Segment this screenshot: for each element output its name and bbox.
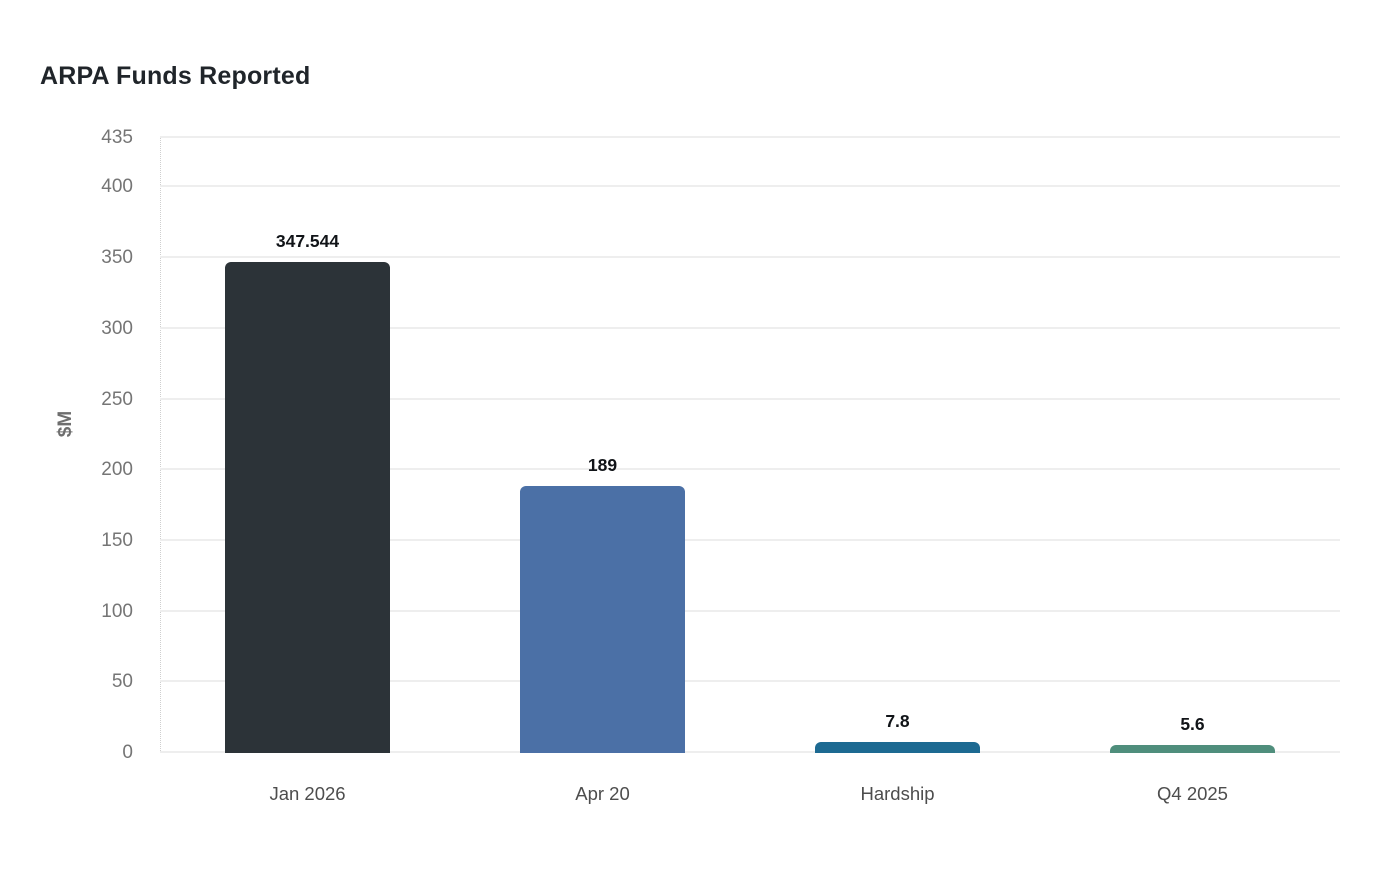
gridline-y-100 — [160, 609, 1340, 612]
bar-q4-2025 — [1110, 745, 1275, 753]
y-tick-label-350: 350 — [101, 247, 133, 269]
gridline-y-350 — [160, 256, 1340, 259]
y-tick-label-200: 200 — [101, 459, 133, 481]
y-tick-label-435: 435 — [101, 127, 133, 148]
bar-jan-2026 — [225, 261, 390, 753]
gridline-y-300 — [160, 326, 1340, 329]
bar-value-label: 5.6 — [1180, 714, 1205, 735]
plot-area: 347.544 189 7.8 5.6 — [160, 136, 1340, 753]
bar-value-label: 189 — [587, 454, 618, 475]
x-tick-label-hardship: Hardship — [860, 783, 935, 804]
bar-value-label: 347.544 — [275, 230, 340, 251]
y-tick-label-400: 400 — [101, 176, 133, 198]
bar-value-label: 7.8 — [885, 710, 910, 731]
y-tick-label-0: 0 — [122, 742, 133, 763]
gridline-y-0 — [160, 751, 1340, 753]
x-tick-label-apr-20: Apr 20 — [575, 783, 630, 804]
y-tick-label-100: 100 — [101, 600, 133, 622]
gridline-y-50 — [160, 680, 1340, 683]
gridline-y-200 — [160, 468, 1340, 471]
y-tick-label-50: 50 — [111, 671, 133, 693]
gridline-y-435 — [160, 136, 1340, 138]
x-tick-label-q4-2025: Q4 2025 — [1157, 783, 1228, 804]
chart-title: ARPA Funds Reported — [40, 62, 311, 90]
x-tick-label-jan-2026: Jan 2026 — [269, 783, 346, 804]
bar-apr-20 — [520, 485, 685, 753]
y-tick-label-250: 250 — [101, 388, 133, 410]
y-axis-line — [160, 138, 161, 753]
bar-hardship — [815, 741, 980, 753]
y-tick-label-150: 150 — [101, 529, 133, 551]
gridline-y-150 — [160, 538, 1340, 541]
y-tick-label-300: 300 — [101, 317, 133, 339]
gridline-y-400 — [160, 185, 1340, 188]
gridline-y-250 — [160, 397, 1340, 400]
